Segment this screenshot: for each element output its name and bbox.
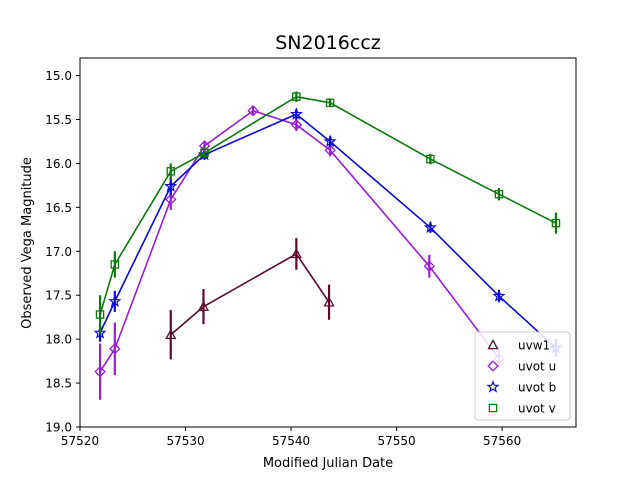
data-point xyxy=(324,144,336,156)
data-point xyxy=(292,92,301,101)
legend-marker-uvot-b xyxy=(486,380,500,393)
legend-marker-uvot-v xyxy=(488,403,498,413)
x-tick-label: 57560 xyxy=(483,434,521,448)
y-tick-label: 18.5 xyxy=(45,377,72,391)
data-point xyxy=(290,119,303,131)
chart-title: SN2016ccz xyxy=(275,32,381,54)
y-axis: 15.0 15.5 16.0 16.5 17.0 17.5 18.0 18.5 19.0 xyxy=(45,69,80,435)
y-tick-label: 17.5 xyxy=(45,289,72,303)
data-point xyxy=(95,310,105,319)
data-point xyxy=(551,218,561,228)
x-tick-label: 57540 xyxy=(272,434,310,448)
series-uvw1 xyxy=(165,238,335,360)
data-point xyxy=(165,328,177,340)
x-axis: 57520 57530 57540 57550 57560 xyxy=(61,427,521,448)
data-point xyxy=(247,104,259,117)
series-line-uvw1 xyxy=(170,252,330,336)
legend: uvw1 uvot u uvot b uvot v xyxy=(474,331,571,421)
data-point xyxy=(492,289,506,302)
data-point xyxy=(290,248,302,259)
data-point xyxy=(166,167,176,176)
plot-area xyxy=(79,57,577,428)
x-tick-label: 57550 xyxy=(378,434,416,448)
legend-label-uvot-v: uvot v xyxy=(518,402,556,416)
y-tick-label: 19.0 xyxy=(45,421,72,435)
legend-marker-uvw1 xyxy=(487,339,499,350)
y-tick-label: 15.0 xyxy=(45,69,72,83)
data-point xyxy=(197,300,210,311)
data-point xyxy=(110,260,120,269)
x-tick-label: 57530 xyxy=(166,434,204,448)
y-tick-label: 16.5 xyxy=(45,201,72,215)
y-tick-label: 16.0 xyxy=(45,157,72,171)
series-uvot-v xyxy=(95,91,561,334)
data-point xyxy=(323,296,335,307)
data-point xyxy=(108,294,122,307)
y-tick-label: 17.0 xyxy=(45,245,72,259)
x-axis-label: Modified Julian Date xyxy=(263,456,393,471)
data-point xyxy=(93,326,107,339)
y-axis-label: Observed Vega Magnitude xyxy=(20,157,35,329)
data-point xyxy=(426,154,435,164)
plot-frame xyxy=(79,57,577,428)
legend-label-uvot-u: uvot u xyxy=(518,360,556,374)
data-point xyxy=(165,193,177,206)
legend-label-uvot-b: uvot b xyxy=(518,381,556,395)
legend-label-uvw1: uvw1 xyxy=(518,339,550,353)
data-point xyxy=(200,148,209,158)
data-point xyxy=(94,365,106,378)
legend-marker-uvot-u xyxy=(487,360,499,372)
data-point xyxy=(289,107,303,120)
y-tick-label: 18.0 xyxy=(45,333,72,347)
x-tick-label: 57520 xyxy=(61,434,99,448)
data-point xyxy=(164,179,178,192)
y-tick-label: 15.5 xyxy=(45,113,72,127)
legend-box xyxy=(474,331,571,421)
series-uvot-u xyxy=(94,104,505,400)
data-point xyxy=(423,220,437,234)
plot-content xyxy=(93,91,563,400)
data-point xyxy=(423,260,436,272)
data-point xyxy=(494,189,504,199)
data-point xyxy=(109,343,121,355)
data-point xyxy=(325,98,335,108)
data-point xyxy=(323,134,337,148)
